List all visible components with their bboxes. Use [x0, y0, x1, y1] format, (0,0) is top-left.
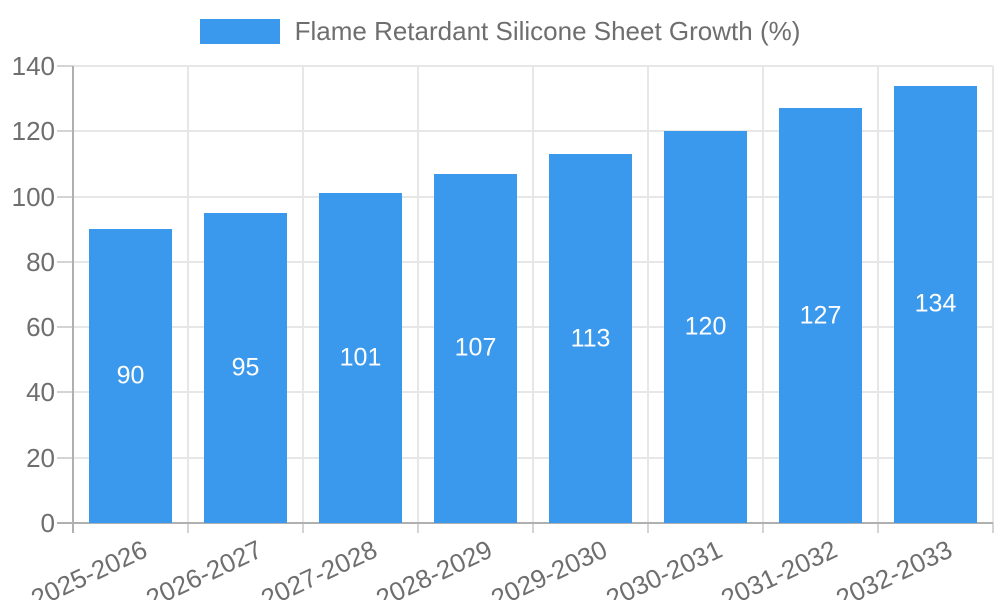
x-tick-mark [647, 523, 649, 533]
bar[interactable]: 127 [779, 108, 862, 523]
y-tick-mark [57, 391, 73, 394]
x-tick-mark [302, 523, 304, 533]
x-tick-mark [72, 523, 74, 533]
bar[interactable]: 90 [89, 229, 172, 523]
bar[interactable]: 113 [549, 154, 632, 523]
bar-value-label: 101 [339, 343, 382, 372]
y-tick-mark [57, 195, 73, 198]
bar-value-label: 120 [684, 312, 727, 341]
gridline-x [532, 66, 534, 523]
y-tick-label: 0 [40, 508, 55, 538]
bar-value-label: 113 [570, 324, 611, 353]
gridline-x [762, 66, 764, 523]
legend[interactable]: Flame Retardant Silicone Sheet Growth (%… [0, 16, 1000, 46]
x-tick-mark [532, 523, 534, 533]
y-tick-label: 60 [26, 312, 55, 343]
bar[interactable]: 95 [204, 212, 287, 523]
x-tick-mark [417, 523, 419, 533]
y-tick-mark [57, 260, 73, 263]
bar-value-label: 90 [116, 361, 145, 390]
bar-value-label: 127 [799, 301, 842, 330]
y-tick-label: 20 [26, 442, 55, 473]
x-tick-mark [877, 523, 879, 533]
gridline-x [877, 66, 879, 523]
y-tick-mark [57, 130, 73, 133]
bar[interactable]: 101 [319, 193, 402, 523]
y-tick-mark [57, 522, 73, 524]
gridline-y [73, 522, 993, 524]
y-tick-mark [57, 326, 73, 329]
y-tick-label: 120 [11, 116, 55, 147]
bar[interactable]: 134 [894, 85, 977, 523]
legend-label: Flame Retardant Silicone Sheet Growth (%… [294, 16, 801, 46]
legend-swatch [199, 18, 280, 44]
gridline-x [187, 66, 189, 523]
y-tick-label: 140 [11, 51, 55, 81]
x-tick-label: 2025-2026 [25, 534, 152, 600]
gridline-x [647, 66, 649, 523]
bar-value-label: 134 [914, 289, 957, 318]
gridline-x [72, 66, 74, 523]
bar-value-label: 107 [454, 333, 497, 362]
y-tick-label: 100 [11, 181, 55, 212]
gridline-x [302, 66, 304, 523]
gridline-x [417, 66, 419, 523]
y-tick-mark [57, 456, 73, 459]
y-tick-mark [57, 65, 73, 67]
x-tick-mark [762, 523, 764, 533]
y-tick-label: 80 [26, 246, 55, 277]
gridline-x [992, 66, 994, 523]
bar[interactable]: 107 [434, 173, 517, 523]
x-tick-mark [992, 523, 994, 533]
bar[interactable]: 120 [664, 131, 747, 523]
x-tick-mark [187, 523, 189, 533]
bar-value-label: 95 [231, 353, 260, 382]
y-tick-label: 40 [26, 377, 55, 408]
